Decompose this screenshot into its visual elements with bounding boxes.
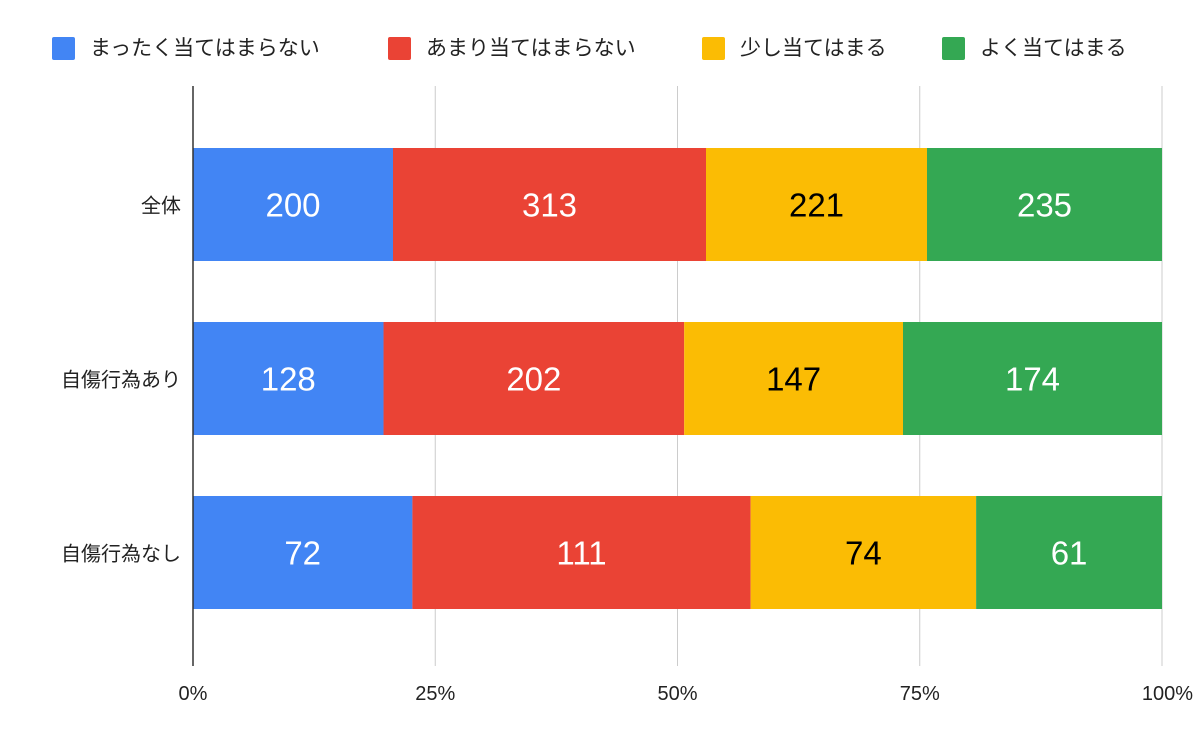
data-label: 72: [284, 535, 321, 572]
category-label: 自傷行為なし: [61, 542, 181, 566]
legend-swatch: [702, 37, 725, 60]
x-tick-label: 25%: [415, 683, 455, 705]
legend-swatch: [388, 37, 411, 60]
data-label: 61: [1051, 535, 1088, 572]
bar-segment: [903, 322, 1162, 435]
x-tick-label: 100%: [1142, 683, 1193, 705]
legend-swatch: [942, 37, 965, 60]
data-label: 200: [265, 187, 320, 224]
bar-segment: [684, 322, 904, 435]
data-label: 174: [1005, 361, 1060, 398]
category-label: 全体: [141, 194, 181, 218]
data-label: 202: [506, 361, 561, 398]
bar-segment: [193, 322, 384, 435]
bar-segment: [193, 148, 393, 261]
legend-label: あまり当てはまらない: [426, 36, 636, 60]
legend: まったく当てはまらない あまり当てはまらない 少し当てはまる よく当てはまる: [52, 36, 1127, 60]
x-tick-label: 75%: [900, 683, 940, 705]
x-axis-ticks: 0% 25% 50% 75% 100%: [179, 683, 1194, 705]
category-label: 自傷行為あり: [61, 368, 181, 392]
data-label: 74: [845, 535, 882, 572]
bar-segment: [393, 148, 706, 261]
bar-segment: [706, 148, 927, 261]
data-label: 128: [261, 361, 316, 398]
data-labels: 200 313 221 235 128 202 147 174 72 111 74 61: [261, 187, 1088, 572]
legend-label: よく当てはまる: [980, 36, 1127, 60]
legend-swatch: [52, 37, 75, 60]
legend-label: 少し当てはまる: [740, 36, 887, 60]
bar-segment: [383, 322, 685, 435]
data-label: 235: [1017, 187, 1072, 224]
bar-segment: [193, 496, 413, 609]
data-label: 147: [766, 361, 821, 398]
data-label: 313: [522, 187, 577, 224]
x-tick-label: 50%: [657, 683, 697, 705]
data-label: 221: [789, 187, 844, 224]
data-label: 111: [556, 535, 606, 572]
bar-groups: [193, 148, 1162, 609]
bar-segment: [750, 496, 977, 609]
bar-segment: [412, 496, 751, 609]
x-tick-label: 0%: [179, 683, 208, 705]
bar-segment: [927, 148, 1162, 261]
legend-label: まったく当てはまらない: [90, 36, 320, 60]
bar-segment: [976, 496, 1162, 609]
